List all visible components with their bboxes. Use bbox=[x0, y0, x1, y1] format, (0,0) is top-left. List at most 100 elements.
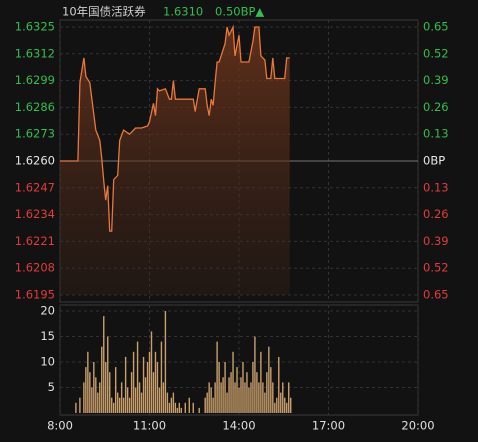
volume-bar bbox=[126, 387, 129, 413]
y-tick-label: 15 bbox=[40, 329, 55, 343]
volume-bar bbox=[282, 382, 284, 413]
volume-bar bbox=[198, 407, 200, 413]
volume-bar bbox=[246, 372, 248, 413]
volume-bar bbox=[122, 397, 125, 413]
volume-bar bbox=[97, 392, 99, 413]
y-tick-label: 1.6247 bbox=[15, 180, 55, 194]
volume-bar bbox=[204, 397, 206, 413]
volume-bar bbox=[75, 402, 77, 413]
volume-bar bbox=[226, 392, 228, 413]
volume-bar bbox=[224, 362, 226, 413]
y-tick-label: 20 bbox=[40, 304, 55, 318]
volume-bar bbox=[138, 382, 141, 413]
volume-bar bbox=[124, 356, 127, 413]
y2-tick-label: 0.65 bbox=[423, 288, 449, 302]
volume-bar bbox=[270, 367, 272, 413]
x-tick-label: 8:00 bbox=[47, 419, 73, 433]
volume-bar bbox=[188, 397, 190, 413]
volume-bar bbox=[180, 407, 183, 413]
y2-tick-label: 0.13 bbox=[423, 180, 449, 194]
volume-bar bbox=[160, 341, 163, 413]
volume-bar bbox=[156, 362, 159, 413]
x-tick-label: 14:00 bbox=[222, 419, 255, 433]
volume-bar bbox=[172, 392, 175, 413]
volume-bar bbox=[234, 382, 236, 413]
volume-bar bbox=[113, 402, 115, 413]
volume-bar bbox=[114, 367, 117, 413]
volume-bar bbox=[174, 402, 177, 413]
volume-bar bbox=[218, 362, 220, 413]
volume-bar bbox=[178, 402, 181, 413]
volume-bar bbox=[95, 377, 97, 413]
volume-bar bbox=[192, 402, 194, 413]
volume-bar bbox=[250, 382, 252, 413]
volume-bar bbox=[290, 397, 292, 413]
volume-bar bbox=[142, 356, 145, 413]
volume-bar bbox=[79, 397, 81, 413]
volume-bar bbox=[280, 392, 282, 413]
volume-bar bbox=[266, 372, 268, 413]
volume-bar bbox=[262, 382, 264, 413]
y2-tick-label: 0.52 bbox=[423, 261, 449, 275]
volume-bar bbox=[85, 367, 87, 413]
volume-bar bbox=[150, 331, 153, 413]
volume-bar bbox=[103, 316, 105, 413]
y-tick-label: 1.6208 bbox=[15, 261, 55, 275]
volume-bar bbox=[242, 362, 244, 413]
volume-bar bbox=[109, 372, 111, 413]
volume-bar bbox=[83, 382, 85, 413]
volume-bar bbox=[208, 382, 210, 413]
y2-tick-label: 0BP bbox=[423, 154, 445, 168]
volume-bar bbox=[264, 392, 266, 413]
y-tick-label: 1.6260 bbox=[15, 154, 55, 168]
price-line bbox=[60, 24, 290, 232]
x-tick-label: 17:00 bbox=[312, 419, 345, 433]
y2-tick-label: 0.26 bbox=[423, 207, 449, 221]
volume-bar bbox=[286, 402, 288, 413]
volume-bar bbox=[236, 367, 238, 413]
area-fill bbox=[60, 27, 290, 295]
y-tick-label: 1.6234 bbox=[15, 207, 55, 221]
volume-bar bbox=[240, 377, 242, 413]
volume-bar bbox=[254, 336, 256, 413]
y2-tick-label: 0.65 bbox=[423, 20, 449, 34]
volume-bar bbox=[130, 372, 133, 413]
y-tick-label: 1.6195 bbox=[15, 288, 55, 302]
volume-bar bbox=[256, 372, 258, 413]
volume-bar bbox=[220, 382, 222, 413]
volume-bar bbox=[140, 392, 143, 413]
y2-tick-label: 0.39 bbox=[423, 234, 449, 248]
volume-bar bbox=[107, 336, 109, 413]
volume-bar bbox=[276, 397, 278, 413]
volume-bar bbox=[228, 377, 230, 413]
volume-bar bbox=[93, 362, 95, 413]
volume-bar bbox=[166, 392, 169, 413]
volume-bar bbox=[206, 392, 208, 413]
y-tick-label: 10 bbox=[40, 355, 55, 369]
volume-bar bbox=[158, 387, 161, 413]
volume-bar bbox=[238, 387, 240, 413]
volume-bar bbox=[152, 372, 155, 413]
volume-bar bbox=[248, 387, 250, 413]
y2-tick-label: 0.52 bbox=[423, 46, 449, 60]
y-tick-label: 1.6221 bbox=[15, 234, 55, 248]
y-tick-label: 1.6312 bbox=[15, 46, 55, 60]
volume-bar bbox=[252, 362, 254, 413]
y-tick-label: 1.6286 bbox=[15, 100, 55, 114]
volume-bar bbox=[154, 351, 157, 413]
volume-bar bbox=[214, 382, 216, 413]
volume-bar bbox=[260, 351, 262, 413]
volume-bar bbox=[89, 372, 91, 413]
volume-bar bbox=[116, 392, 119, 413]
header-price: 1.6310 bbox=[163, 5, 203, 19]
volume-bar bbox=[274, 402, 276, 413]
header-change: 0.50BP▲ bbox=[215, 5, 264, 19]
volume-bar bbox=[99, 382, 101, 413]
y2-tick-label: 0.39 bbox=[423, 73, 449, 87]
x-tick-label: 20:00 bbox=[401, 419, 434, 433]
volume-bar bbox=[101, 346, 103, 413]
volume-bar bbox=[162, 382, 165, 413]
volume-bar bbox=[144, 377, 147, 413]
header-title: 10年国债活跃券 bbox=[62, 5, 146, 19]
